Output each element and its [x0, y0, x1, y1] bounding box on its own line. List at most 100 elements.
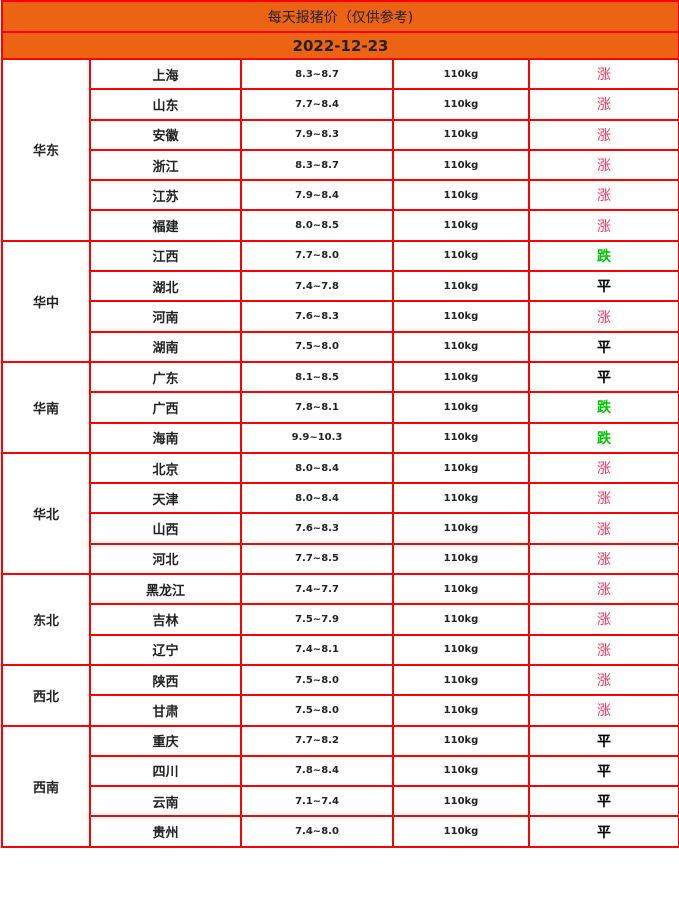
trend-cell: 涨	[527, 603, 679, 636]
trend-cell: 涨	[527, 118, 679, 151]
weight-cell: 110kg	[392, 785, 530, 818]
table-row: 河南 7.6~8.3 110kg 涨	[2, 300, 679, 333]
trend-cell: 跌	[527, 421, 679, 454]
table-row: 广西 7.8~8.1 110kg 跌	[2, 391, 679, 424]
trend-cell: 涨	[527, 209, 679, 242]
weight-cell: 110kg	[392, 451, 530, 485]
region-cell: 华南	[1, 360, 91, 454]
table-row: 山东 7.7~8.4 110kg 涨	[2, 88, 679, 121]
trend-cell: 跌	[527, 239, 679, 273]
province-cell: 浙江	[89, 148, 242, 182]
weight-cell: 110kg	[392, 724, 530, 757]
weight-cell: 110kg	[392, 512, 530, 545]
province-cell: 江西	[89, 239, 242, 273]
price-cell: 8.0~8.5	[240, 209, 394, 242]
trend-cell: 涨	[527, 88, 679, 121]
trend-cell: 涨	[527, 573, 679, 606]
province-cell: 河南	[89, 300, 242, 333]
province-cell: 天津	[89, 482, 242, 515]
table-row: 华南 广东 8.1~8.5 110kg 平	[1, 360, 679, 454]
province-cell: 湖南	[89, 330, 242, 363]
table-row: 天津 8.0~8.4 110kg 涨	[2, 482, 679, 515]
province-cell: 湖北	[89, 270, 242, 303]
province-cell: 广东	[89, 360, 242, 394]
trend-cell: 平	[527, 360, 679, 394]
table-row: 辽宁 7.4~8.1 110kg 涨	[2, 633, 679, 666]
table-row: 甘肃 7.5~8.0 110kg 涨	[2, 694, 679, 727]
table-title: 每天报猪价（仅供参考)	[0, 0, 679, 33]
province-cell: 重庆	[89, 724, 242, 757]
weight-cell: 110kg	[392, 421, 530, 454]
weight-cell: 110kg	[392, 633, 530, 666]
table-row: 福建 8.0~8.5 110kg 涨	[2, 209, 679, 242]
trend-cell: 平	[527, 785, 679, 818]
weight-cell: 110kg	[392, 179, 530, 212]
price-cell: 7.5~8.0	[240, 694, 394, 727]
region-cell: 西南	[1, 724, 91, 848]
weight-cell: 110kg	[392, 300, 530, 333]
weight-cell: 110kg	[392, 270, 530, 303]
trend-cell: 跌	[527, 391, 679, 424]
price-cell: 7.7~8.4	[240, 88, 394, 121]
trend-cell: 涨	[527, 179, 679, 212]
price-cell: 7.9~8.3	[240, 118, 394, 151]
weight-cell: 110kg	[392, 573, 530, 606]
table-row: 西北 陕西 7.5~8.0 110kg 涨	[1, 663, 679, 727]
trend-cell: 涨	[527, 57, 679, 91]
province-cell: 辽宁	[89, 633, 242, 666]
title-row: 每天报猪价（仅供参考)	[0, 0, 679, 33]
province-cell: 北京	[89, 451, 242, 485]
province-cell: 上海	[89, 57, 242, 91]
trend-cell: 涨	[527, 148, 679, 182]
date-row: 2022-12-23	[0, 31, 679, 60]
weight-cell: 110kg	[392, 209, 530, 242]
region-cell: 华北	[1, 451, 91, 576]
price-cell: 7.6~8.3	[240, 512, 394, 545]
price-cell: 7.8~8.1	[240, 391, 394, 424]
table-row: 华北 北京 8.0~8.4 110kg 涨	[1, 451, 679, 576]
province-cell: 贵州	[89, 815, 242, 848]
price-cell: 8.3~8.7	[240, 148, 394, 182]
trend-cell: 涨	[527, 542, 679, 576]
table-row: 湖南 7.5~8.0 110kg 平	[2, 330, 679, 363]
weight-cell: 110kg	[392, 239, 530, 273]
price-cell: 8.0~8.4	[240, 482, 394, 515]
trend-cell: 平	[527, 754, 679, 788]
weight-cell: 110kg	[392, 482, 530, 515]
table-row: 安徽 7.9~8.3 110kg 涨	[2, 118, 679, 151]
province-cell: 山东	[89, 88, 242, 121]
table-row: 浙江 8.3~8.7 110kg 涨	[2, 148, 679, 182]
province-cell: 黑龙江	[89, 573, 242, 606]
price-cell: 7.7~8.2	[240, 724, 394, 757]
province-cell: 安徽	[89, 118, 242, 151]
trend-cell: 平	[527, 270, 679, 303]
report-date: 2022-12-23	[0, 31, 679, 60]
province-cell: 海南	[89, 421, 242, 454]
table-row: 山西 7.6~8.3 110kg 涨	[2, 512, 679, 545]
table-row: 河北 7.7~8.5 110kg 涨	[2, 542, 679, 576]
table-row: 华东 上海 8.3~8.7 110kg 涨	[1, 57, 679, 242]
price-cell: 7.5~7.9	[240, 603, 394, 636]
region-cell: 西北	[1, 663, 91, 727]
weight-cell: 110kg	[392, 694, 530, 727]
weight-cell: 110kg	[392, 57, 530, 91]
weight-cell: 110kg	[392, 663, 530, 697]
table-row: 云南 7.1~7.4 110kg 平	[2, 785, 679, 818]
province-cell: 陕西	[89, 663, 242, 697]
weight-cell: 110kg	[392, 815, 530, 848]
price-cell: 7.7~8.0	[240, 239, 394, 273]
weight-cell: 110kg	[392, 118, 530, 151]
price-cell: 7.6~8.3	[240, 300, 394, 333]
table-row: 四川 7.8~8.4 110kg 平	[2, 754, 679, 788]
table-row: 江苏 7.9~8.4 110kg 涨	[2, 179, 679, 212]
province-cell: 广西	[89, 391, 242, 424]
price-cell: 7.9~8.4	[240, 179, 394, 212]
weight-cell: 110kg	[392, 360, 530, 394]
table-row: 东北 黑龙江 7.4~7.7 110kg 涨	[1, 573, 679, 666]
price-cell: 7.7~8.5	[240, 542, 394, 576]
trend-cell: 涨	[527, 451, 679, 485]
weight-cell: 110kg	[392, 88, 530, 121]
trend-cell: 平	[527, 724, 679, 757]
trend-cell: 平	[527, 815, 679, 848]
price-cell: 7.4~7.8	[240, 270, 394, 303]
